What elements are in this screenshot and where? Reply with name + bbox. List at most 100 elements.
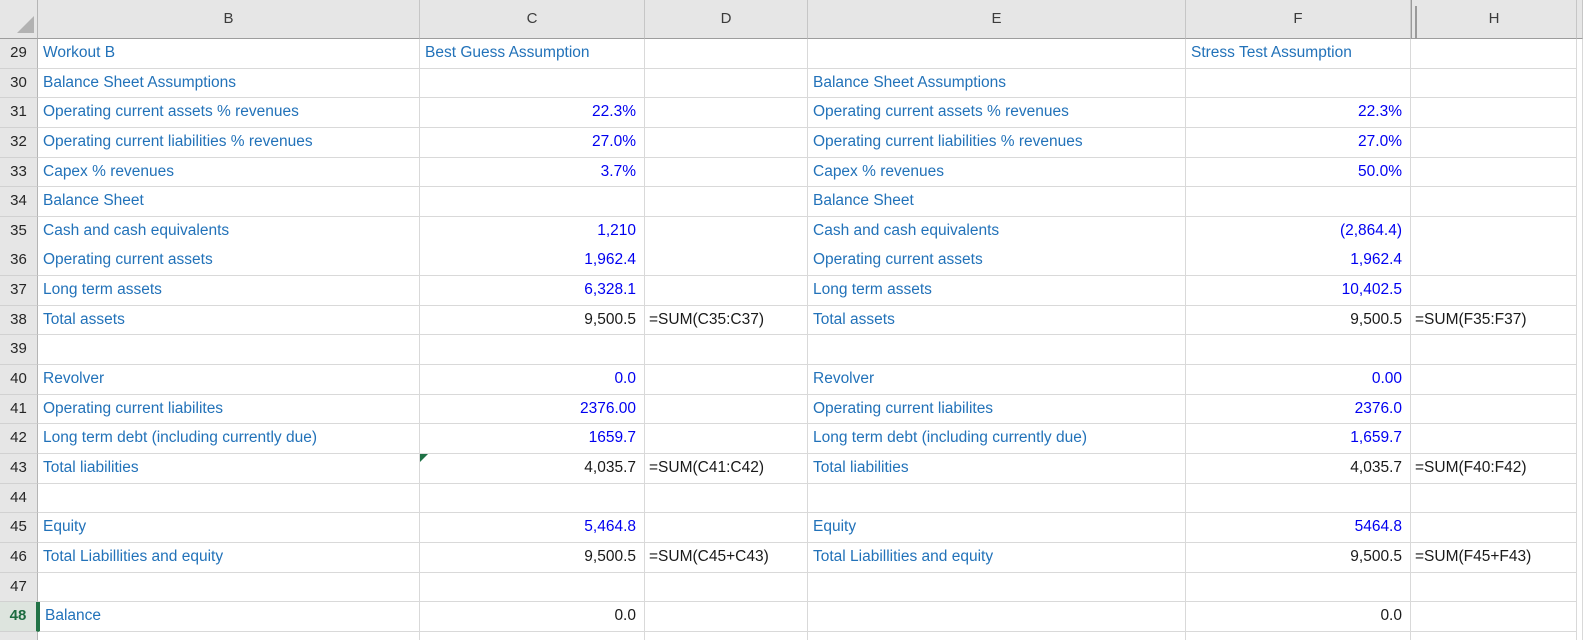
cell-C41[interactable]: 2376.00	[420, 395, 645, 425]
cell-E39[interactable]	[808, 335, 1186, 365]
cell-E38[interactable]: Total assets	[808, 306, 1186, 336]
cell-B33[interactable]: Capex % revenues	[38, 158, 420, 188]
cell-D33[interactable]	[645, 158, 808, 188]
cell-D37[interactable]	[645, 276, 808, 306]
cell-E30[interactable]: Balance Sheet Assumptions	[808, 69, 1186, 99]
cell-E29[interactable]	[808, 39, 1186, 69]
column-header-B[interactable]: B	[38, 0, 420, 39]
cell-D47[interactable]	[645, 573, 808, 603]
cell-B39[interactable]	[38, 335, 420, 365]
cell-F33[interactable]: 50.0%	[1186, 158, 1411, 188]
cell-F36[interactable]: 1,962.4	[1186, 246, 1411, 276]
row-header-29[interactable]: 29	[0, 39, 38, 69]
cell-E42[interactable]: Long term debt (including currently due)	[808, 424, 1186, 454]
cell-C32[interactable]: 27.0%	[420, 128, 645, 158]
cell-C48[interactable]: 0.0	[420, 602, 645, 632]
cell-H44[interactable]	[1411, 484, 1577, 514]
cell-D43[interactable]: =SUM(C41:C42)	[645, 454, 808, 484]
cell-H47[interactable]	[1411, 573, 1577, 603]
row-header-36[interactable]: 36	[0, 246, 38, 276]
cell-E46[interactable]: Total Liabillities and equity	[808, 543, 1186, 573]
row-header-31[interactable]: 31	[0, 98, 38, 128]
cell-B36[interactable]: Operating current assets	[38, 246, 420, 276]
cell-F37[interactable]: 10,402.5	[1186, 276, 1411, 306]
cell-F38[interactable]: 9,500.5	[1186, 306, 1411, 336]
cell-B44[interactable]	[38, 484, 420, 514]
cell-C45[interactable]: 5,464.8	[420, 513, 645, 543]
cell-B42[interactable]: Long term debt (including currently due)	[38, 424, 420, 454]
column-header-C[interactable]: C	[420, 0, 645, 39]
row-header-33[interactable]: 33	[0, 158, 38, 188]
cell-H39[interactable]	[1411, 335, 1577, 365]
row-header-30[interactable]: 30	[0, 69, 38, 99]
cell-H35[interactable]	[1411, 217, 1577, 247]
cell-H42[interactable]	[1411, 424, 1577, 454]
cell-F30[interactable]	[1186, 69, 1411, 99]
row-header-41[interactable]: 41	[0, 395, 38, 425]
cell-E34[interactable]: Balance Sheet	[808, 187, 1186, 217]
cell-F31[interactable]: 22.3%	[1186, 98, 1411, 128]
cell-F35[interactable]: (2,864.4)	[1186, 217, 1411, 247]
column-header-D[interactable]: D	[645, 0, 808, 39]
cell-E32[interactable]: Operating current liabilities % revenues	[808, 128, 1186, 158]
cell-E40[interactable]: Revolver	[808, 365, 1186, 395]
cell-D42[interactable]	[645, 424, 808, 454]
cell-D48[interactable]	[645, 602, 808, 632]
row-header-37[interactable]: 37	[0, 276, 38, 306]
cell-F32[interactable]: 27.0%	[1186, 128, 1411, 158]
cell-H40[interactable]	[1411, 365, 1577, 395]
cell-E41[interactable]: Operating current liabilites	[808, 395, 1186, 425]
cell-E37[interactable]: Long term assets	[808, 276, 1186, 306]
cell-B34[interactable]: Balance Sheet	[38, 187, 420, 217]
row-header-35[interactable]: 35	[0, 217, 38, 247]
row-header-47[interactable]: 47	[0, 573, 38, 603]
cell-F48[interactable]: 0.0	[1186, 602, 1411, 632]
cell-E36[interactable]: Operating current assets	[808, 246, 1186, 276]
cell-F43[interactable]: 4,035.7	[1186, 454, 1411, 484]
cell-B35[interactable]: Cash and cash equivalents	[38, 217, 420, 247]
cell-C34[interactable]	[420, 187, 645, 217]
cell-H48[interactable]	[1411, 602, 1577, 632]
cell-B38[interactable]: Total assets	[38, 306, 420, 336]
cell-D30[interactable]	[645, 69, 808, 99]
cell-D40[interactable]	[645, 365, 808, 395]
cell-F42[interactable]: 1,659.7	[1186, 424, 1411, 454]
cell-D44[interactable]	[645, 484, 808, 514]
cell-C39[interactable]	[420, 335, 645, 365]
cell-C44[interactable]	[420, 484, 645, 514]
cell-F47[interactable]	[1186, 573, 1411, 603]
row-header-48[interactable]: 48	[0, 602, 38, 632]
cell-B47[interactable]	[38, 573, 420, 603]
cell-D31[interactable]	[645, 98, 808, 128]
cell-C42[interactable]: 1659.7	[420, 424, 645, 454]
cell-H32[interactable]	[1411, 128, 1577, 158]
cell-C35[interactable]: 1,210	[420, 217, 645, 247]
cell-C36[interactable]: 1,962.4	[420, 246, 645, 276]
cell-F44[interactable]	[1186, 484, 1411, 514]
cell-D29[interactable]	[645, 39, 808, 69]
cell-D34[interactable]	[645, 187, 808, 217]
cell-B31[interactable]: Operating current assets % revenues	[38, 98, 420, 128]
cell-H38[interactable]: =SUM(F35:F37)	[1411, 306, 1577, 336]
cell-F45[interactable]: 5464.8	[1186, 513, 1411, 543]
cell-E43[interactable]: Total liabilities	[808, 454, 1186, 484]
cell-B43[interactable]: Total liabilities	[38, 454, 420, 484]
cell-E35[interactable]: Cash and cash equivalents	[808, 217, 1186, 247]
row-header-42[interactable]: 42	[0, 424, 38, 454]
cell-D45[interactable]	[645, 513, 808, 543]
cell-B37[interactable]: Long term assets	[38, 276, 420, 306]
cell-H36[interactable]	[1411, 246, 1577, 276]
cell-F46[interactable]: 9,500.5	[1186, 543, 1411, 573]
cell-C43[interactable]: 4,035.7	[420, 454, 645, 484]
cell-E45[interactable]: Equity	[808, 513, 1186, 543]
cell-D38[interactable]: =SUM(C35:C37)	[645, 306, 808, 336]
cell-E47[interactable]	[808, 573, 1186, 603]
cell-C38[interactable]: 9,500.5	[420, 306, 645, 336]
row-header-34[interactable]: 34	[0, 187, 38, 217]
cell-H33[interactable]	[1411, 158, 1577, 188]
cell-D36[interactable]	[645, 246, 808, 276]
cell-E48[interactable]	[808, 602, 1186, 632]
cell-H31[interactable]	[1411, 98, 1577, 128]
cell-H29[interactable]	[1411, 39, 1577, 69]
cell-B45[interactable]: Equity	[38, 513, 420, 543]
